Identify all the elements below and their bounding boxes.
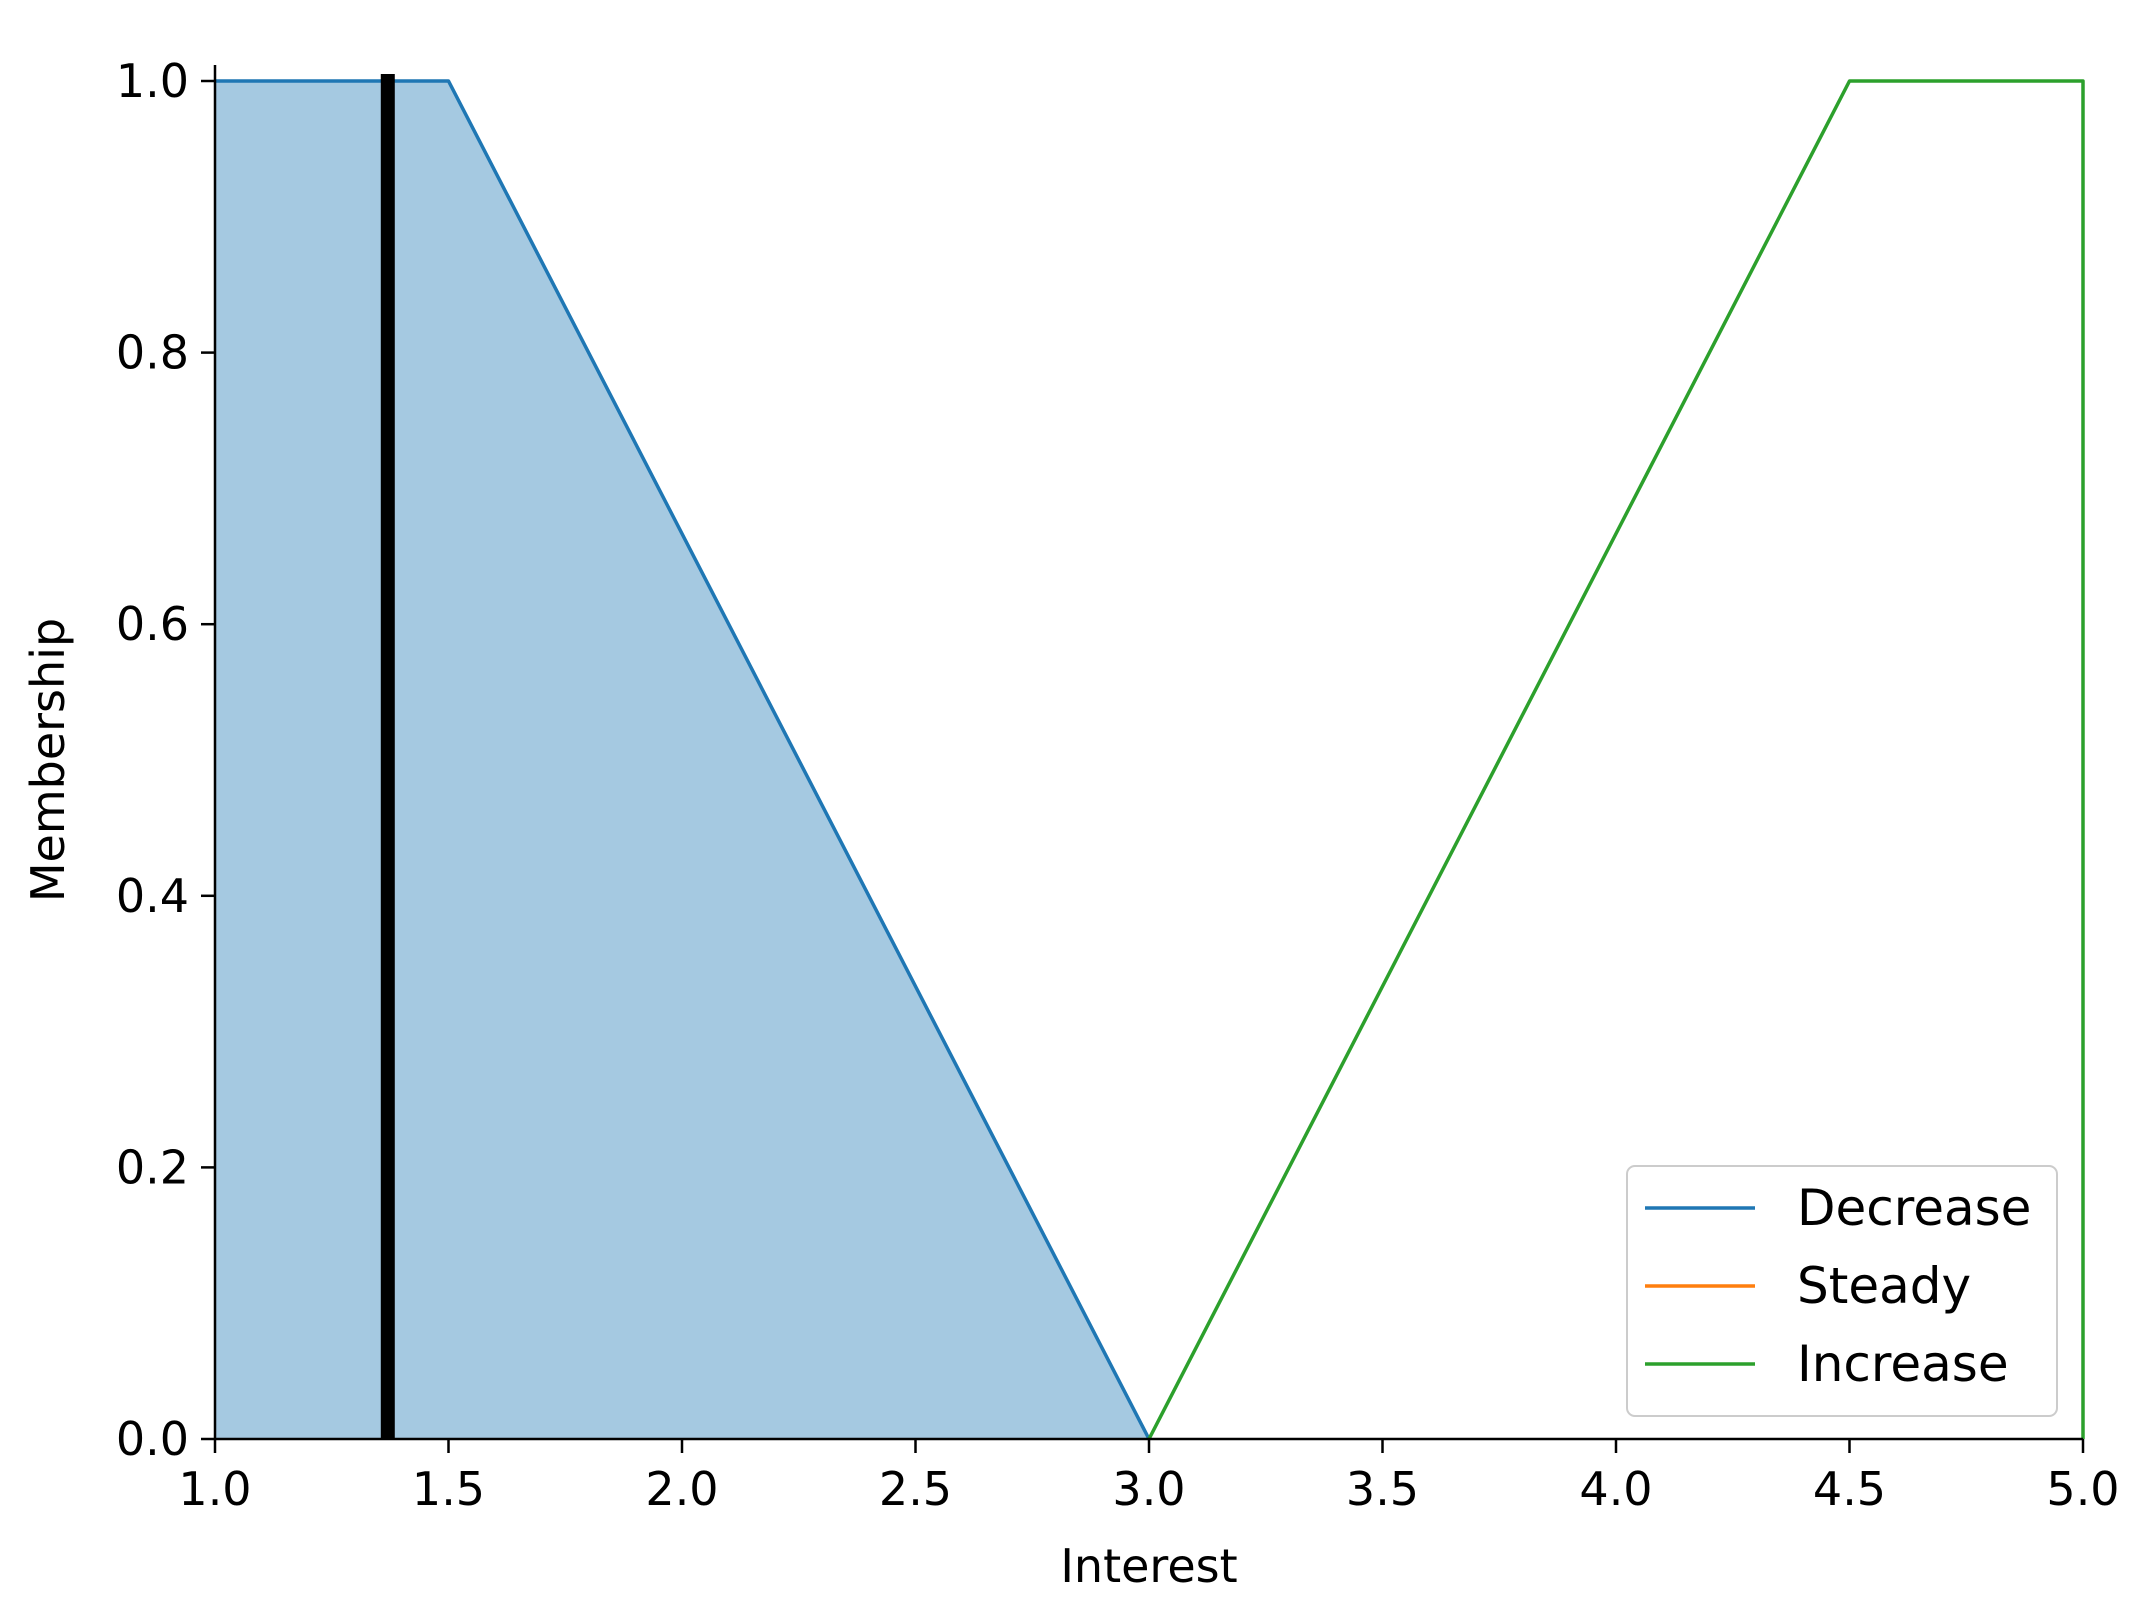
y-axis-label: Membership: [21, 618, 75, 902]
y-tick-label: 1.0: [116, 54, 189, 108]
x-tick-label: 5.0: [2046, 1462, 2119, 1516]
filled-area-decrease: [215, 81, 1149, 1439]
legend: Decrease Steady Increase: [1626, 1165, 2058, 1417]
x-tick-label: 3.5: [1346, 1462, 1419, 1516]
x-axis-label: Interest: [1060, 1539, 1237, 1593]
fill-layer: [215, 81, 1149, 1439]
x-tick-label: 2.5: [879, 1462, 952, 1516]
x-tick-label: 4.0: [1579, 1462, 1652, 1516]
legend-label-increase: Increase: [1797, 1335, 2009, 1393]
x-tick-label: 1.0: [178, 1462, 251, 1516]
x-tick-label: 1.5: [412, 1462, 485, 1516]
y-tick-label: 0.2: [116, 1140, 189, 1194]
series-line-increase: [1147, 79, 2085, 1440]
legend-label-decrease: Decrease: [1797, 1179, 2031, 1237]
legend-box: [1626, 1165, 2058, 1417]
y-tick-label: 0.0: [116, 1412, 189, 1466]
y-tick-label: 0.4: [116, 869, 189, 923]
legend-label-steady: Steady: [1797, 1257, 1971, 1315]
x-tick-label: 3.0: [1112, 1462, 1185, 1516]
series-layer: [215, 79, 2085, 1440]
ticks: 1.0 1.5 2.0 2.5 3.0 3.5 4.0 4.5 5.0 0.0 0.2 0.4 0.6 0…: [116, 54, 2120, 1516]
x-tick-label: 4.5: [1813, 1462, 1886, 1516]
y-tick-label: 0.6: [116, 597, 189, 651]
x-tick-label: 2.0: [645, 1462, 718, 1516]
y-tick-label: 0.8: [116, 326, 189, 380]
series-line-decrease: [215, 79, 1151, 1440]
